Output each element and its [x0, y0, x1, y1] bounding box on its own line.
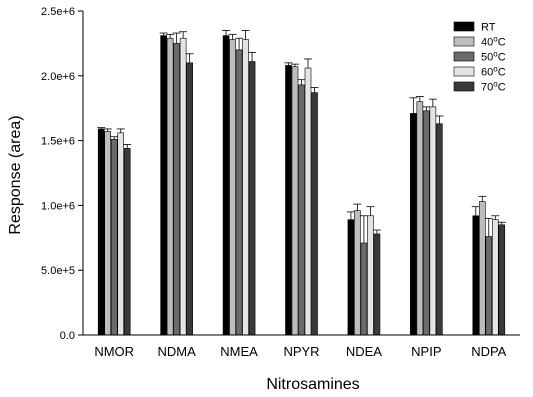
- bar: [110, 139, 118, 336]
- x-axis-title: Nitrosamines: [266, 376, 359, 393]
- y-tick-label: 5.0e+5: [41, 265, 75, 277]
- bar: [354, 210, 361, 336]
- bar: [117, 132, 125, 336]
- legend-label: 60oC: [481, 65, 506, 79]
- x-tick-label: NMOR: [94, 344, 134, 359]
- bar: [429, 106, 437, 336]
- x-axis: NMOR NDMA NMEA NPYR NDEA NPIP NDPA: [83, 334, 520, 359]
- bar: [373, 233, 381, 336]
- bar: [423, 110, 430, 336]
- bar: [97, 128, 105, 336]
- y-tick-label: 2.5e+6: [41, 6, 75, 18]
- bar: [285, 65, 292, 336]
- bar: [235, 49, 243, 336]
- bar: [491, 219, 499, 336]
- x-tick-label: NDPA: [471, 344, 506, 359]
- bar: [123, 148, 131, 336]
- legend-swatch: [453, 36, 475, 47]
- bar: [485, 236, 493, 336]
- x-tick-label: NPYR: [283, 344, 319, 359]
- bar: [186, 62, 193, 336]
- y-tick-label: 1.0e+6: [41, 200, 75, 212]
- legend-swatch: [453, 66, 475, 77]
- bar: [166, 37, 174, 336]
- legend-swatch: [453, 21, 475, 32]
- bar: [173, 43, 180, 336]
- legend-label: 70oC: [481, 80, 506, 94]
- y-axis-title: Response (area): [7, 115, 24, 234]
- bar: [160, 35, 167, 336]
- bar: [298, 84, 305, 336]
- x-tick-label: NMEA: [220, 344, 258, 359]
- x-tick-label: NDMA: [158, 344, 197, 359]
- x-tick-label: NDEA: [346, 344, 382, 359]
- bar: [311, 92, 318, 336]
- bar: [179, 37, 187, 336]
- bar: [478, 201, 486, 336]
- bar: [248, 61, 256, 336]
- y-tick-label: 0.0: [60, 330, 75, 342]
- bar: [104, 131, 112, 336]
- legend-label: 40oC: [481, 35, 506, 49]
- bar: [367, 215, 374, 336]
- bar: [229, 39, 236, 336]
- bar: [304, 67, 312, 336]
- bar: [242, 39, 249, 336]
- y-axis: 0.0 5.0e+5 1.0e+6 1.5e+6 2.0e+6 2.5e+6: [41, 6, 84, 342]
- y-tick-label: 1.5e+6: [41, 136, 75, 148]
- plot-area: [97, 30, 506, 336]
- bar: [436, 123, 443, 336]
- legend-swatch: [453, 51, 475, 62]
- y-tick-label: 2.0e+6: [41, 71, 75, 83]
- bar: [410, 113, 417, 336]
- bar: [416, 101, 424, 336]
- bar: [291, 66, 299, 336]
- bar: [498, 224, 506, 336]
- legend-label: RT: [481, 22, 496, 34]
- bar: [472, 215, 480, 336]
- legend-label: 50oC: [481, 50, 506, 64]
- legend-swatch: [453, 81, 475, 92]
- bar: [347, 219, 355, 336]
- x-tick-label: NPIP: [411, 344, 441, 359]
- bar: [222, 35, 230, 336]
- bar: [360, 242, 368, 336]
